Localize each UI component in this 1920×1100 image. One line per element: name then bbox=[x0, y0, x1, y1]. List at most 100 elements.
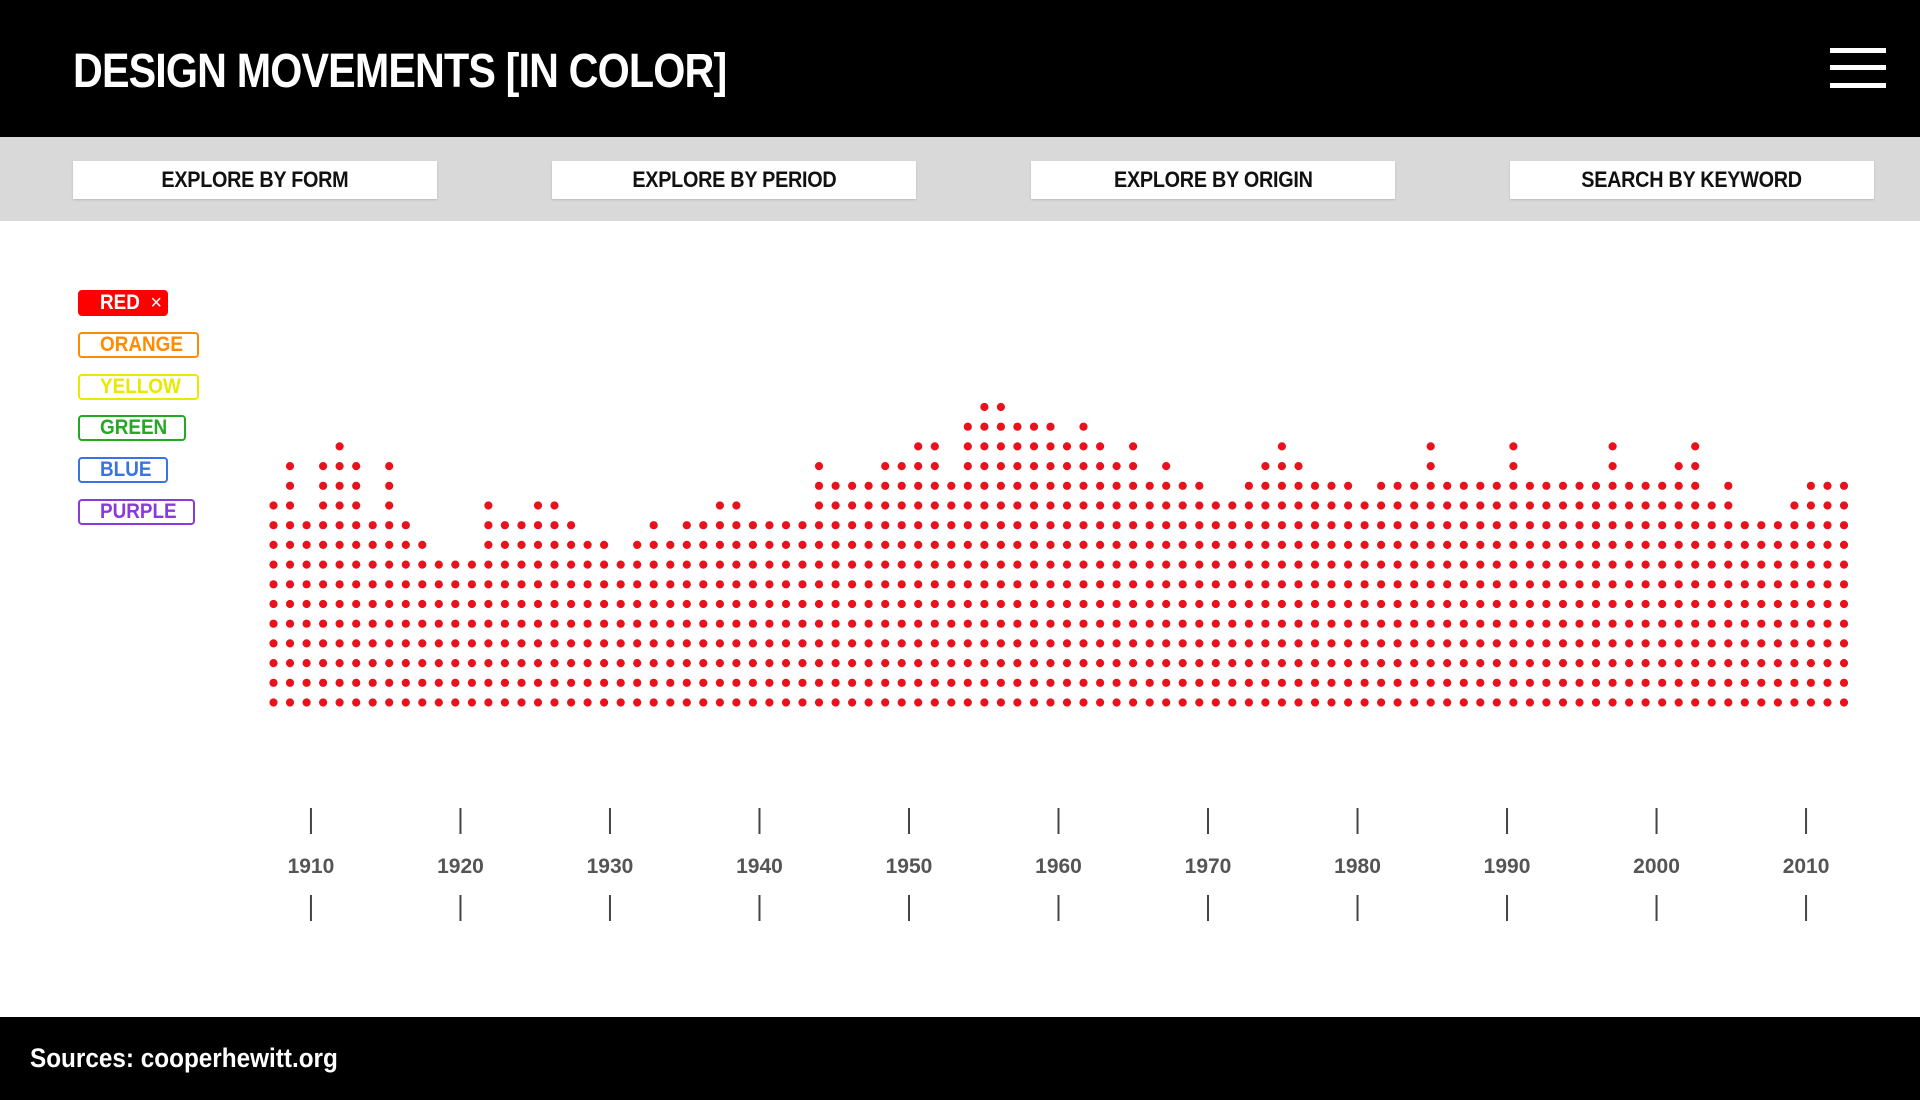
dot-column[interactable] bbox=[567, 521, 576, 707]
dot-column[interactable] bbox=[831, 481, 840, 707]
dot-column[interactable] bbox=[1112, 462, 1121, 707]
dot-column[interactable] bbox=[1129, 442, 1138, 707]
dot-column[interactable] bbox=[781, 521, 791, 707]
dot-column[interactable] bbox=[1079, 422, 1088, 707]
dot-column[interactable] bbox=[947, 481, 956, 707]
dot-column[interactable] bbox=[385, 462, 394, 707]
dot-column[interactable] bbox=[451, 560, 460, 707]
dot-column[interactable] bbox=[1790, 501, 1799, 707]
dot-column[interactable] bbox=[1839, 481, 1849, 707]
dot-column[interactable] bbox=[699, 521, 708, 707]
dot-column[interactable] bbox=[1162, 462, 1171, 707]
dot-column[interactable] bbox=[352, 462, 361, 707]
dot-column[interactable] bbox=[1046, 422, 1055, 707]
dot-column[interactable] bbox=[1327, 481, 1336, 707]
dot-column[interactable] bbox=[897, 462, 906, 707]
dot-column[interactable] bbox=[765, 521, 774, 707]
dot-column[interactable] bbox=[1261, 462, 1270, 707]
search-by-keyword-button[interactable]: SEARCH BY KEYWORD bbox=[1510, 161, 1874, 199]
dot-column[interactable] bbox=[963, 422, 972, 707]
dot-column[interactable] bbox=[848, 481, 857, 707]
dot-column[interactable] bbox=[1377, 481, 1386, 707]
dot-column[interactable] bbox=[335, 442, 344, 707]
dot-column[interactable] bbox=[533, 501, 543, 707]
close-icon[interactable]: × bbox=[150, 291, 163, 314]
dot-column[interactable] bbox=[748, 521, 758, 707]
dot-column[interactable] bbox=[1525, 481, 1534, 707]
dot-column[interactable] bbox=[401, 521, 410, 707]
dot-column[interactable] bbox=[881, 462, 890, 707]
dot-column[interactable] bbox=[368, 521, 377, 707]
dot-column[interactable] bbox=[1757, 521, 1766, 707]
dot-column[interactable] bbox=[1228, 501, 1237, 707]
dot-column[interactable] bbox=[1575, 481, 1584, 707]
dot-column[interactable] bbox=[1443, 481, 1452, 707]
dot-column[interactable] bbox=[1724, 481, 1733, 707]
dot-column[interactable] bbox=[1492, 481, 1501, 707]
legend-filter-yellow[interactable]: YELLOW bbox=[78, 374, 199, 400]
dot-column[interactable] bbox=[1393, 481, 1402, 707]
dot-column[interactable] bbox=[467, 560, 476, 707]
legend-filter-purple[interactable]: PURPLE bbox=[78, 499, 195, 525]
dot-column[interactable] bbox=[1211, 501, 1220, 707]
dot-column[interactable] bbox=[1145, 481, 1154, 707]
dot-column[interactable] bbox=[600, 540, 609, 707]
dot-column[interactable] bbox=[484, 501, 493, 707]
dot-column[interactable] bbox=[1773, 521, 1782, 707]
dot-column[interactable] bbox=[732, 501, 741, 707]
dot-column[interactable] bbox=[1426, 442, 1435, 707]
hamburger-menu-icon[interactable] bbox=[1830, 48, 1886, 88]
dot-column[interactable] bbox=[1509, 442, 1518, 707]
dot-column[interactable] bbox=[1013, 422, 1022, 707]
dot-column[interactable] bbox=[1542, 481, 1551, 707]
dot-column[interactable] bbox=[302, 521, 311, 707]
dot-column[interactable] bbox=[1674, 462, 1683, 707]
dot-column[interactable] bbox=[996, 402, 1006, 707]
dot-column[interactable] bbox=[434, 560, 443, 707]
dot-column[interactable] bbox=[1096, 442, 1105, 707]
dot-column[interactable] bbox=[633, 540, 642, 707]
dot-column[interactable] bbox=[682, 521, 691, 707]
dot-column[interactable] bbox=[418, 540, 427, 707]
dot-column[interactable] bbox=[914, 442, 923, 707]
dot-column[interactable] bbox=[1707, 501, 1716, 707]
dot-column[interactable] bbox=[319, 462, 328, 707]
dot-column[interactable] bbox=[1029, 422, 1039, 707]
dot-column[interactable] bbox=[1806, 481, 1815, 707]
explore-by-origin-button[interactable]: EXPLORE BY ORIGIN bbox=[1031, 161, 1395, 199]
explore-by-period-button[interactable]: EXPLORE BY PERIOD bbox=[552, 161, 916, 199]
dot-column[interactable] bbox=[814, 462, 824, 707]
dot-column[interactable] bbox=[715, 501, 725, 707]
dot-column[interactable] bbox=[1476, 481, 1485, 707]
dot-column[interactable] bbox=[930, 442, 939, 707]
dot-column[interactable] bbox=[1062, 442, 1072, 707]
legend-filter-green[interactable]: GREEN bbox=[78, 415, 186, 441]
dot-column[interactable] bbox=[550, 501, 559, 707]
dot-column[interactable] bbox=[1625, 481, 1634, 707]
dot-column[interactable] bbox=[1558, 481, 1568, 707]
dot-column[interactable] bbox=[1410, 481, 1419, 707]
dot-column[interactable] bbox=[1344, 481, 1353, 707]
dot-column[interactable] bbox=[583, 540, 592, 707]
explore-by-form-button[interactable]: EXPLORE BY FORM bbox=[73, 161, 437, 199]
dot-column[interactable] bbox=[1195, 481, 1204, 707]
dot-column[interactable] bbox=[1459, 481, 1468, 707]
dot-column[interactable] bbox=[1360, 501, 1369, 707]
dot-column[interactable] bbox=[1294, 462, 1303, 707]
dot-column[interactable] bbox=[269, 501, 278, 707]
dot-column[interactable] bbox=[1740, 521, 1749, 707]
dot-column[interactable] bbox=[517, 521, 526, 707]
dot-column[interactable] bbox=[798, 521, 807, 707]
dot-column[interactable] bbox=[980, 402, 989, 707]
legend-filter-red[interactable]: RED × bbox=[78, 290, 168, 316]
dot-column[interactable] bbox=[864, 481, 873, 707]
dot-column[interactable] bbox=[1310, 481, 1320, 707]
legend-filter-blue[interactable]: BLUE bbox=[78, 457, 168, 483]
dot-column[interactable] bbox=[285, 462, 295, 707]
dot-column[interactable] bbox=[1691, 442, 1700, 707]
dot-column[interactable] bbox=[1608, 442, 1617, 707]
dot-column[interactable] bbox=[649, 521, 658, 707]
dot-column[interactable] bbox=[1823, 481, 1832, 707]
dot-column[interactable] bbox=[616, 560, 625, 707]
dot-column[interactable] bbox=[1178, 481, 1187, 707]
